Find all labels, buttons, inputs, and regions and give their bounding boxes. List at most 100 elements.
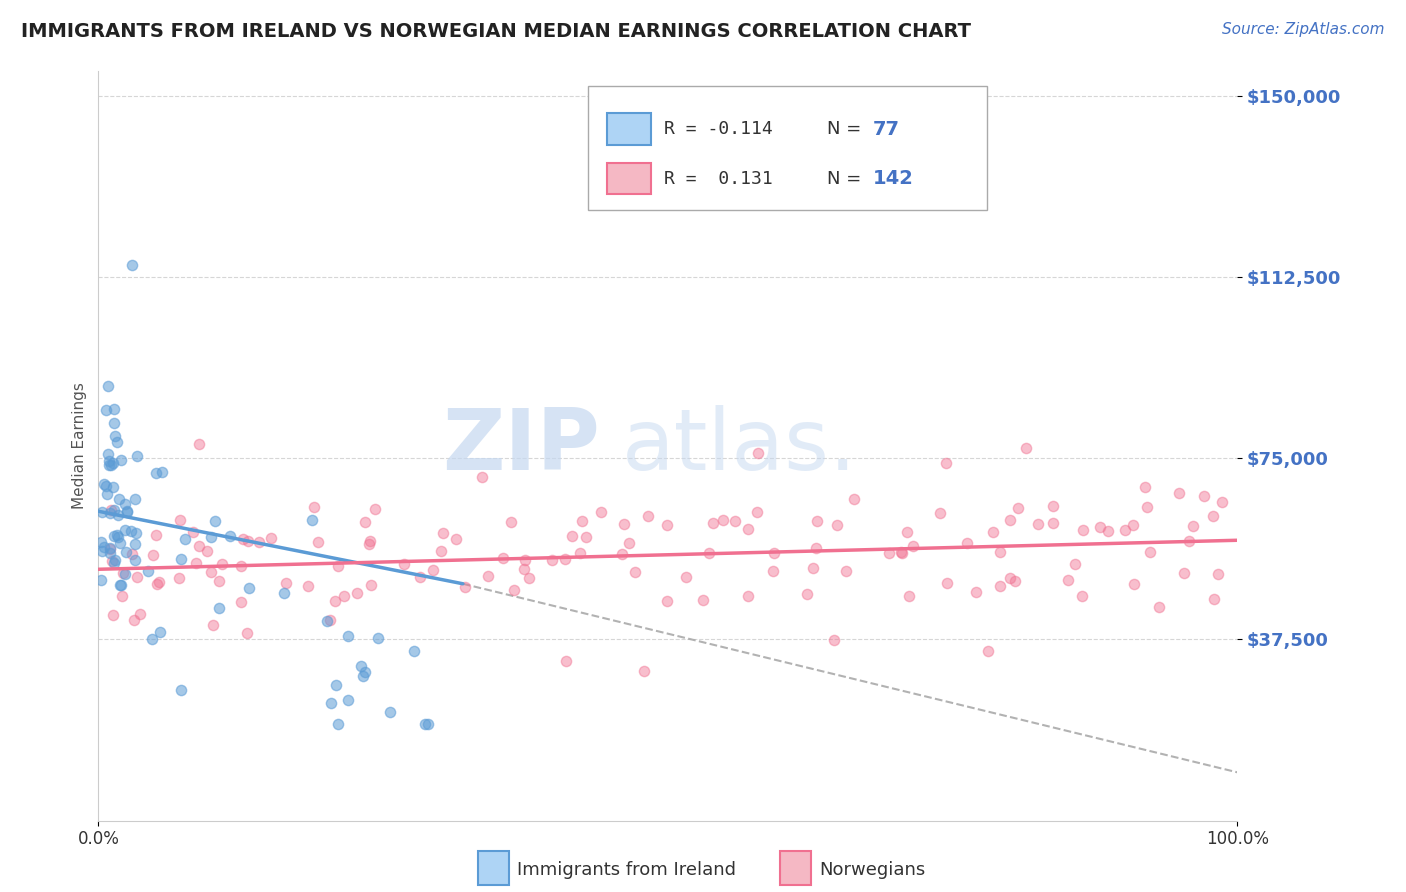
Point	[981, 524, 1004, 539]
Point	[890, 546, 912, 560]
Point	[806, 514, 828, 528]
Point	[1004, 574, 1026, 588]
Point	[235, 626, 257, 640]
Point	[569, 546, 592, 560]
Point	[148, 575, 170, 590]
Point	[98, 542, 121, 557]
Point	[350, 659, 373, 673]
Point	[115, 545, 138, 559]
Point	[101, 554, 124, 568]
Point	[110, 577, 132, 591]
Y-axis label: Median Earnings: Median Earnings	[72, 383, 87, 509]
Point	[1000, 571, 1022, 585]
Point	[107, 530, 129, 544]
FancyBboxPatch shape	[607, 162, 651, 194]
Point	[747, 504, 769, 518]
Point	[1042, 516, 1064, 531]
Text: Norwegians: Norwegians	[820, 861, 927, 879]
Point	[104, 553, 127, 567]
Point	[145, 466, 167, 480]
Point	[108, 536, 131, 550]
Point	[1133, 480, 1156, 494]
Point	[108, 578, 131, 592]
Point	[121, 548, 143, 562]
Point	[97, 447, 120, 461]
Point	[103, 503, 125, 517]
Point	[149, 625, 172, 640]
Text: 142: 142	[873, 169, 914, 188]
Point	[901, 540, 924, 554]
Point	[835, 564, 858, 578]
Point	[1057, 573, 1080, 587]
Point	[1202, 592, 1225, 607]
Point	[129, 607, 152, 622]
Point	[201, 618, 224, 632]
Point	[321, 696, 343, 710]
Point	[1064, 557, 1087, 571]
Point	[325, 678, 347, 692]
Point	[898, 589, 921, 603]
Point	[823, 632, 845, 647]
Point	[737, 523, 759, 537]
Point	[1071, 523, 1094, 537]
Point	[1014, 442, 1036, 456]
Point	[541, 552, 564, 566]
Point	[188, 539, 211, 553]
Point	[238, 581, 260, 595]
Point	[561, 528, 583, 542]
Point	[208, 574, 231, 589]
Point	[1202, 508, 1225, 523]
Point	[326, 559, 349, 574]
Point	[105, 527, 128, 541]
Point	[935, 456, 957, 470]
Point	[988, 579, 1011, 593]
Point	[302, 500, 325, 515]
Point	[200, 565, 222, 579]
Point	[111, 589, 134, 603]
Point	[517, 571, 540, 585]
Point	[93, 540, 115, 554]
Point	[90, 573, 112, 587]
Point	[724, 514, 747, 528]
Point	[1147, 600, 1170, 615]
Point	[413, 717, 436, 731]
Point	[928, 506, 950, 520]
Point	[762, 564, 785, 578]
Point	[100, 507, 122, 521]
Point	[100, 503, 122, 517]
Point	[273, 586, 295, 600]
Point	[173, 532, 195, 546]
Point	[260, 531, 283, 545]
Point	[150, 465, 173, 479]
Point	[169, 513, 191, 527]
Point	[801, 561, 824, 575]
Point	[188, 436, 211, 450]
Point	[364, 502, 387, 516]
Point	[91, 505, 114, 519]
Point	[301, 513, 323, 527]
Point	[657, 518, 679, 533]
Point	[103, 416, 125, 430]
Point	[354, 665, 377, 679]
Point	[977, 644, 1000, 658]
Point	[108, 492, 131, 507]
Point	[404, 644, 426, 658]
Text: N =: N =	[827, 120, 862, 138]
Point	[328, 717, 350, 731]
Point	[346, 586, 368, 600]
Point	[323, 594, 346, 608]
Point	[231, 558, 253, 573]
Point	[477, 568, 499, 582]
Point	[103, 401, 125, 416]
Point	[747, 446, 769, 460]
Text: Source: ZipAtlas.com: Source: ZipAtlas.com	[1222, 22, 1385, 37]
Point	[238, 533, 260, 548]
Point	[796, 587, 818, 601]
Point	[1123, 576, 1146, 591]
Point	[211, 557, 233, 571]
Text: atlas.: atlas.	[623, 404, 858, 488]
Point	[98, 454, 121, 468]
Point	[297, 579, 319, 593]
Point	[146, 577, 169, 591]
Point	[1042, 499, 1064, 513]
